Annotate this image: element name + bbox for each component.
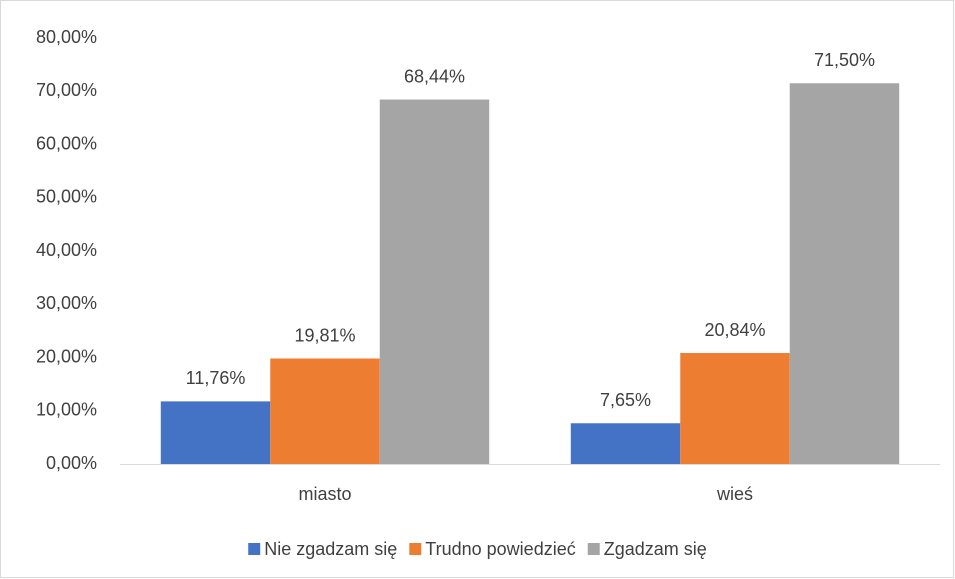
y-tick-label: 30,00% xyxy=(36,293,97,313)
legend-swatch xyxy=(587,543,600,555)
bar xyxy=(160,401,271,464)
value-label: 7,65% xyxy=(600,390,651,410)
legend-swatch xyxy=(248,543,261,555)
bar xyxy=(570,423,681,464)
y-tick-label: 20,00% xyxy=(36,346,97,366)
bar xyxy=(680,353,790,464)
x-tick-label: miasto xyxy=(298,484,351,504)
y-tick-label: 0,00% xyxy=(46,453,97,473)
y-tick-label: 50,00% xyxy=(36,187,97,207)
value-label: 19,81% xyxy=(294,325,355,345)
value-label: 20,84% xyxy=(704,320,765,340)
legend-label: Trudno powiedzieć xyxy=(425,539,575,559)
bar xyxy=(789,83,900,464)
bar xyxy=(270,358,380,464)
bar xyxy=(379,99,490,464)
y-tick-label: 10,00% xyxy=(36,400,97,420)
legend-swatch xyxy=(409,543,422,555)
legend-label: Zgadzam się xyxy=(604,539,707,559)
y-tick-label: 70,00% xyxy=(36,80,97,100)
legend-label: Nie zgadzam się xyxy=(264,539,397,559)
value-label: 68,44% xyxy=(404,66,465,86)
value-label: 11,76% xyxy=(186,368,246,388)
value-label: 71,50% xyxy=(814,50,875,70)
y-tick-label: 60,00% xyxy=(36,133,97,153)
y-tick-label: 80,00% xyxy=(36,27,97,47)
y-tick-label: 40,00% xyxy=(36,240,97,260)
x-tick-label: wieś xyxy=(716,484,753,504)
